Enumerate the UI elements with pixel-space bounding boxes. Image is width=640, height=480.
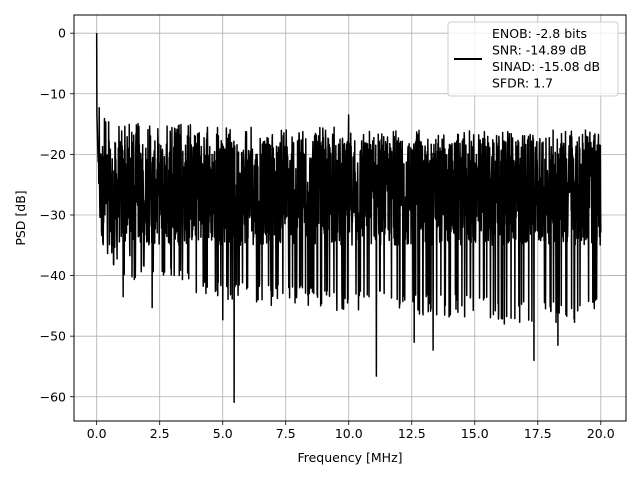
x-tick-label: 12.5 xyxy=(398,426,426,441)
axes-frame xyxy=(73,14,627,422)
y-tick-label: −30 xyxy=(40,207,66,222)
plot-area xyxy=(95,33,602,403)
x-tick-label: 17.5 xyxy=(524,426,552,441)
legend-box xyxy=(447,21,619,97)
x-axis: 0.0 2.5 5.0 7.5 10.0 12.5 15.0 17.5 20.0 xyxy=(87,421,615,441)
legend-line: SINAD: -15.08 dB xyxy=(492,59,600,74)
legend: ENOB: -2.8 bits SNR: -14.89 dB SINAD: -15.… xyxy=(447,21,619,97)
x-tick-label: 10.0 xyxy=(335,426,363,441)
x-axis-label: Frequency [MHz] xyxy=(297,450,402,465)
x-tick-label: 15.0 xyxy=(461,426,489,441)
y-tick-label: −10 xyxy=(40,86,66,101)
x-tick-label: 5.0 xyxy=(213,426,233,441)
x-tick-label: 0.0 xyxy=(87,426,107,441)
y-axis: 0 −10 −20 −30 −40 −50 −60 xyxy=(40,26,74,404)
x-tick-label: 20.0 xyxy=(587,426,615,441)
x-tick-label: 2.5 xyxy=(150,426,170,441)
y-axis-label: PSD [dB] xyxy=(13,190,28,245)
legend-line: ENOB: -2.8 bits xyxy=(492,26,587,41)
legend-entry-label: ENOB: -2.8 bits SNR: -14.89 dB SINAD: -15.… xyxy=(492,26,600,91)
y-tick-label: −20 xyxy=(40,147,66,162)
legend-line: SFDR: 1.7 xyxy=(492,76,553,91)
y-tick-label: −60 xyxy=(40,389,66,404)
y-tick-label: −40 xyxy=(40,268,66,283)
psd-series-line xyxy=(95,33,602,403)
y-tick-label: 0 xyxy=(58,26,66,41)
x-tick-label: 7.5 xyxy=(276,426,296,441)
legend-line: SNR: -14.89 dB xyxy=(492,43,587,58)
y-tick-label: −50 xyxy=(40,329,66,344)
series-layer xyxy=(95,33,602,403)
